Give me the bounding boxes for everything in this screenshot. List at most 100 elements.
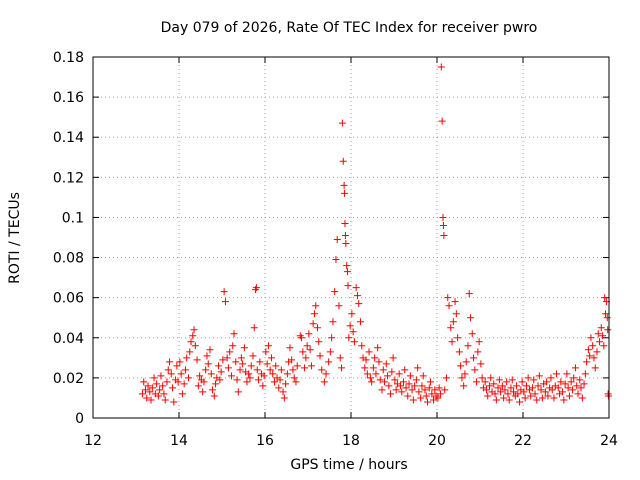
data-point <box>249 352 257 360</box>
data-point <box>144 382 152 390</box>
data-point <box>554 384 562 392</box>
data-point <box>307 362 315 370</box>
data-point <box>199 388 207 396</box>
data-point <box>599 332 607 340</box>
data-point <box>477 360 485 368</box>
data-point <box>220 288 228 296</box>
data-point <box>576 376 584 384</box>
data-point <box>541 388 549 396</box>
data-point <box>485 382 493 390</box>
data-point <box>202 366 210 374</box>
data-point <box>316 352 324 360</box>
data-point <box>163 378 171 386</box>
data-point <box>349 328 357 336</box>
data-point <box>256 358 264 366</box>
data-point <box>345 334 353 342</box>
data-point <box>458 374 466 382</box>
data-point <box>389 354 397 362</box>
data-point <box>279 388 287 396</box>
data-point <box>402 384 410 392</box>
data-point <box>240 344 248 352</box>
data-point <box>498 382 506 390</box>
x-tick-label: 18 <box>342 433 360 449</box>
data-point <box>315 338 323 346</box>
data-point <box>451 298 459 306</box>
data-point <box>282 380 290 388</box>
data-point <box>233 376 241 384</box>
data-point <box>336 354 344 362</box>
data-point <box>387 390 395 398</box>
data-point <box>513 382 521 390</box>
data-point <box>156 386 164 394</box>
data-point <box>212 380 220 388</box>
axis-ticks: 0 0.02 0.04 0.06 0.08 0.1 0.12 0.14 0.16 0.18 12 14… <box>53 50 618 449</box>
data-point <box>236 366 244 374</box>
data-point <box>170 398 178 406</box>
data-point <box>150 374 158 382</box>
data-point <box>361 364 369 372</box>
data-point <box>302 354 310 362</box>
data-point <box>301 364 309 372</box>
data-point <box>465 290 473 298</box>
data-point <box>603 314 611 322</box>
data-point <box>501 386 509 394</box>
data-point <box>181 366 189 374</box>
data-point <box>586 352 594 360</box>
data-point <box>292 378 300 386</box>
x-tick-label: 20 <box>428 433 446 449</box>
data-point <box>167 370 175 378</box>
data-point <box>415 388 423 396</box>
data-point <box>348 310 356 318</box>
y-tick-label: 0 <box>75 411 84 427</box>
data-point <box>148 384 156 392</box>
chart-title: Day 079 of 2026, Rate Of TEC Index for r… <box>161 20 538 36</box>
data-point <box>497 388 505 396</box>
data-point <box>280 394 288 402</box>
y-tick-label: 0.18 <box>53 50 84 66</box>
data-point <box>358 342 366 350</box>
data-point <box>157 372 165 380</box>
data-point <box>518 378 526 386</box>
data-point <box>398 388 406 396</box>
data-point <box>580 380 588 388</box>
data-point <box>243 378 251 386</box>
data-point <box>272 362 280 370</box>
data-point <box>600 342 608 350</box>
data-point <box>176 358 184 366</box>
data-point <box>141 386 149 394</box>
data-point <box>391 376 399 384</box>
data-point <box>270 378 278 386</box>
data-point <box>589 342 597 350</box>
data-point <box>164 366 172 374</box>
data-point <box>207 370 215 378</box>
data-point <box>290 374 298 382</box>
data-point <box>484 392 492 400</box>
data-point <box>553 370 561 378</box>
data-point <box>444 294 452 302</box>
data-point <box>567 378 575 386</box>
data-point <box>366 374 374 382</box>
data-point <box>428 390 436 398</box>
data-point <box>379 366 387 374</box>
data-point <box>255 376 263 384</box>
data-point <box>350 338 358 346</box>
data-point <box>601 294 609 302</box>
data-point <box>335 302 343 310</box>
data-point <box>395 370 403 378</box>
data-point <box>196 372 204 380</box>
data-point <box>250 324 258 332</box>
data-point <box>224 364 232 372</box>
y-tick-label: 0.02 <box>53 371 84 387</box>
data-point <box>146 388 154 396</box>
y-tick-label: 0.06 <box>53 291 84 307</box>
data-point <box>445 302 453 310</box>
data-point <box>247 362 255 370</box>
data-point <box>577 384 585 392</box>
data-point <box>177 370 185 378</box>
x-tick-label: 24 <box>600 433 618 449</box>
y-tick-label: 0.14 <box>53 130 84 146</box>
data-point <box>153 380 161 388</box>
data-point <box>524 374 532 382</box>
data-point <box>570 374 578 382</box>
data-point <box>352 284 360 292</box>
